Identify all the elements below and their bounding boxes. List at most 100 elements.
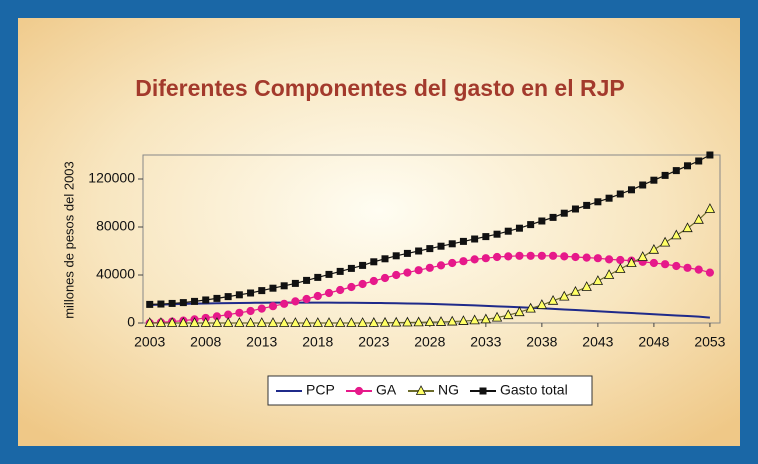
y-tick-label: 40000 (96, 266, 135, 282)
marker (224, 293, 232, 301)
marker (447, 315, 458, 326)
marker (693, 213, 704, 224)
marker (479, 387, 487, 395)
marker (514, 306, 525, 317)
marker (482, 233, 490, 241)
marker (582, 253, 591, 262)
marker (346, 317, 357, 327)
marker (661, 260, 670, 269)
marker (324, 288, 334, 298)
marker (549, 213, 557, 221)
marker (493, 230, 501, 238)
marker (314, 273, 322, 281)
marker (469, 314, 480, 325)
marker (336, 267, 344, 275)
marker (615, 263, 626, 273)
marker (290, 317, 301, 327)
marker (659, 236, 671, 247)
marker (179, 299, 187, 307)
marker (560, 209, 568, 217)
marker (235, 308, 244, 317)
marker (616, 255, 625, 265)
marker (403, 249, 411, 257)
y-tick-label: 120000 (88, 170, 135, 186)
marker (560, 252, 569, 261)
y-axis-label: millones de pesos del 2003 (61, 161, 76, 319)
marker (336, 285, 345, 295)
marker (347, 282, 356, 292)
y-tick-label: 0 (127, 314, 135, 330)
marker (380, 273, 390, 283)
marker (594, 198, 602, 206)
marker (458, 315, 469, 325)
marker (202, 296, 210, 304)
marker (301, 317, 312, 327)
marker (571, 252, 580, 262)
marker (459, 237, 467, 245)
legend-label: Gasto total (500, 382, 568, 398)
marker (257, 304, 266, 313)
marker (671, 229, 682, 240)
marker (291, 279, 299, 287)
marker (491, 311, 503, 322)
marker (144, 317, 155, 327)
marker (234, 317, 245, 327)
marker (583, 201, 591, 209)
marker (559, 290, 570, 301)
marker (415, 385, 427, 395)
marker (547, 294, 559, 305)
marker (235, 291, 243, 299)
marker (267, 317, 279, 327)
marker (189, 317, 200, 327)
marker (684, 162, 692, 170)
marker (191, 297, 199, 305)
marker (525, 302, 536, 313)
marker (247, 289, 255, 297)
marker (280, 282, 288, 290)
marker (672, 167, 680, 175)
marker (325, 270, 333, 278)
marker (626, 257, 637, 267)
y-tick-label: 80000 (96, 218, 135, 234)
x-tick-label: 2028 (414, 334, 445, 350)
x-tick-label: 2008 (190, 334, 221, 350)
marker (222, 317, 234, 327)
marker (269, 284, 277, 292)
marker (291, 297, 300, 306)
marker (627, 186, 635, 194)
marker (335, 317, 346, 327)
marker (492, 252, 502, 262)
marker (245, 317, 256, 327)
x-tick-label: 2018 (302, 334, 333, 350)
marker (448, 240, 456, 248)
marker (178, 317, 189, 327)
marker (504, 227, 512, 235)
marker (403, 268, 412, 277)
marker (256, 317, 267, 327)
marker (683, 263, 692, 272)
marker (538, 217, 546, 225)
x-tick-label: 2023 (358, 334, 389, 350)
marker (459, 257, 468, 266)
marker (302, 294, 311, 304)
marker (313, 291, 322, 301)
marker (413, 316, 424, 327)
marker (358, 279, 367, 289)
marker (370, 258, 378, 266)
marker (168, 299, 176, 307)
marker (592, 275, 604, 285)
x-tick-label: 2038 (526, 334, 557, 350)
marker (435, 316, 447, 326)
marker (391, 316, 402, 327)
marker (357, 317, 368, 327)
marker (414, 266, 423, 275)
marker (481, 254, 490, 263)
marker (603, 269, 615, 279)
marker (604, 255, 614, 264)
marker (526, 251, 535, 260)
marker (368, 317, 379, 327)
marker (581, 281, 592, 291)
marker (155, 317, 167, 327)
marker (649, 258, 658, 268)
marker (471, 235, 479, 243)
